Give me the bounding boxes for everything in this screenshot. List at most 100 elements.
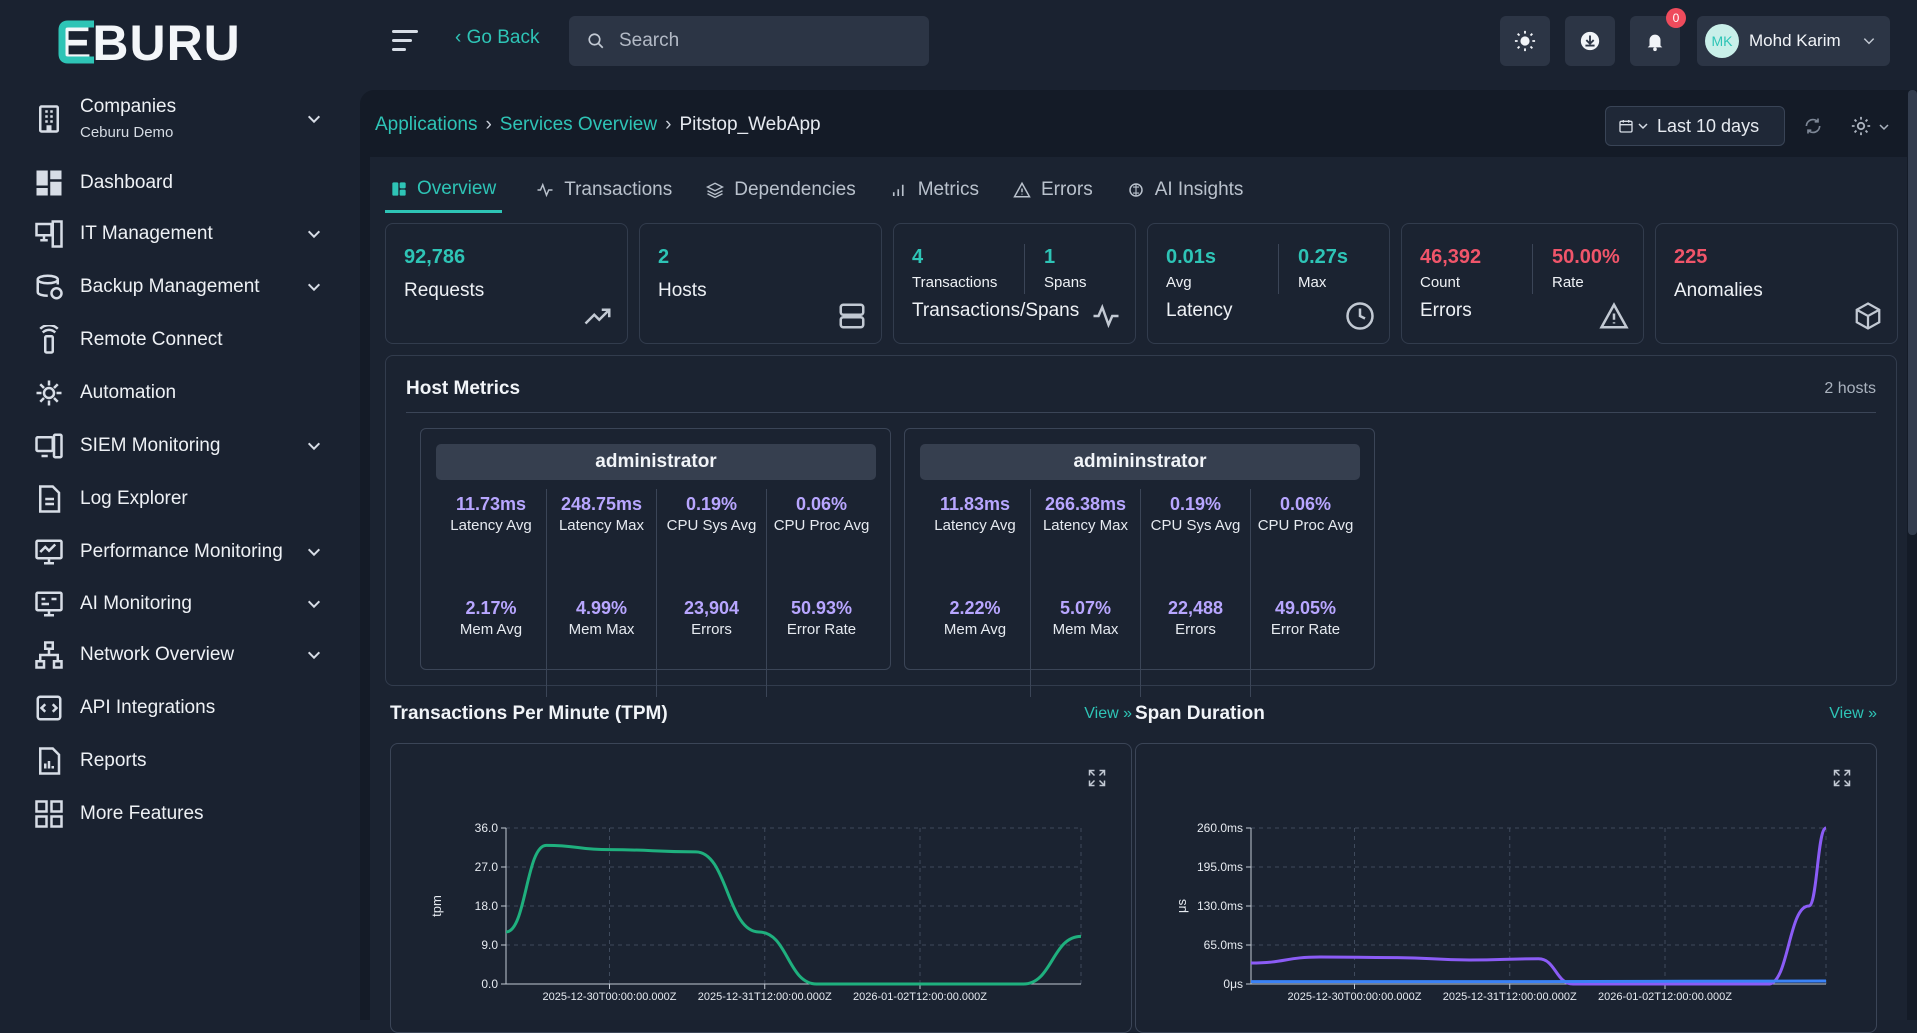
tab-label: Metrics xyxy=(917,179,979,200)
host-metric-label: Latency Max xyxy=(558,517,645,534)
sidebar-item-label: API Integrations xyxy=(80,697,216,718)
sidebar-item-performance-monitoring[interactable]: Performance Monitoring xyxy=(0,527,358,577)
y-tick-label: 27.0 xyxy=(475,860,499,874)
host-card[interactable]: admininstrator 11.83ms Latency Avg 266.38ms… xyxy=(904,428,1375,697)
host-metric-value: 0.19% xyxy=(1169,494,1222,514)
settings-gear-icon[interactable] xyxy=(1850,115,1872,137)
sidebar-item-api-integrations[interactable]: API Integrations xyxy=(0,683,358,733)
host-metric-value: 266.38ms xyxy=(1044,494,1127,514)
breadcrumb: Applications › Services Overview › Pitst… xyxy=(375,114,821,136)
tab-overview[interactable]: Overview xyxy=(385,167,503,213)
tab-label: Dependencies xyxy=(734,179,856,200)
breadcrumb-services-overview[interactable]: Services Overview xyxy=(499,114,658,135)
tab-label: Overview xyxy=(417,177,497,199)
latency-avg-value: 0.01s xyxy=(1166,246,1217,268)
tab-transactions[interactable]: Transactions xyxy=(536,167,672,213)
host-metric: 0.06% CPU Proc Avg xyxy=(1250,489,1360,593)
sidebar-item-dashboard[interactable]: Dashboard xyxy=(0,158,358,208)
divider xyxy=(1024,244,1025,294)
tpm-chart-card: Transactions Per Minute (TPM) View » 0.0… xyxy=(390,703,1132,1033)
tab-dependencies[interactable]: Dependencies xyxy=(706,167,856,213)
series-line-p-max xyxy=(1250,826,1828,986)
warning-icon xyxy=(1599,302,1629,329)
chevron-down-icon[interactable] xyxy=(1878,121,1890,133)
y-tick-label: 65.0ms xyxy=(1204,938,1243,952)
notifications-button[interactable]: 0 xyxy=(1630,8,1686,66)
sidebar-item-network-overview[interactable]: Network Overview xyxy=(0,630,358,680)
tab-metrics[interactable]: Metrics xyxy=(890,167,979,213)
divider xyxy=(1532,244,1533,294)
scrollbar[interactable] xyxy=(1908,90,1917,535)
reports-icon xyxy=(39,747,61,775)
activity-icon xyxy=(537,182,553,198)
host-metric-value: 0.06% xyxy=(1279,494,1332,514)
date-range-picker[interactable]: Last 10 days xyxy=(1605,106,1785,146)
sidebar-item-companies[interactable]: Companies Ceburu Demo xyxy=(0,94,358,144)
requests-card[interactable]: 92,786 Requests xyxy=(385,223,628,344)
calendar-icon xyxy=(1619,120,1633,133)
host-metric-value: 50.93% xyxy=(790,598,853,618)
expand-icon[interactable] xyxy=(1087,768,1107,788)
sidebar-item-label: Backup Management xyxy=(80,276,260,297)
sidebar-item-it-management[interactable]: IT Management xyxy=(0,209,358,259)
ai-monitor-icon xyxy=(35,591,63,617)
x-tick-label: 2025-12-30T00:00:00.000Z xyxy=(1288,991,1422,1003)
expand-icon[interactable] xyxy=(1832,768,1852,788)
server-icon xyxy=(839,303,865,329)
y-axis-label: μs xyxy=(1174,899,1189,913)
errors-card[interactable]: 46,392 Count 50.00% Rate Errors xyxy=(1401,223,1644,344)
view-link[interactable]: View » xyxy=(1084,705,1132,722)
x-tick-label: 2026-01-02T12:00:00.000Z xyxy=(1598,991,1732,1003)
user-menu[interactable]: MK Mohd Karim xyxy=(1697,16,1890,66)
latency-card[interactable]: 0.01s Avg 0.27s Max Latency xyxy=(1147,223,1390,344)
sidebar-item-backup-management[interactable]: Backup Management xyxy=(0,262,358,312)
spans-value: 1 xyxy=(1044,246,1056,268)
search-input[interactable] xyxy=(619,30,899,52)
requests-label: Requests xyxy=(404,280,485,301)
spans-sublabel: Spans xyxy=(1044,274,1087,291)
go-back-link[interactable]: ‹ Go Back xyxy=(455,27,540,48)
sidebar-item-label: Performance Monitoring xyxy=(80,541,283,562)
sidebar-item-more-features[interactable]: More Features xyxy=(0,789,358,839)
host-metric: 11.73ms Latency Avg xyxy=(436,489,546,593)
sidebar-item-reports[interactable]: Reports xyxy=(0,736,358,786)
host-metric: 23,904 Errors xyxy=(656,593,766,697)
chart-title: Span Duration xyxy=(1135,703,1265,724)
breadcrumb-applications[interactable]: Applications xyxy=(375,114,478,135)
y-tick-label: 0μs xyxy=(1223,977,1243,991)
performance-icon xyxy=(35,539,63,565)
host-card[interactable]: administrator 11.73ms Latency Avg 248.75ms L… xyxy=(420,428,891,697)
tab-errors[interactable]: Errors xyxy=(1013,167,1093,213)
theme-toggle-button[interactable] xyxy=(1500,16,1550,66)
log-file-icon xyxy=(39,485,61,513)
refresh-icon[interactable] xyxy=(1803,116,1823,136)
latency-avg-label: Avg xyxy=(1166,274,1192,291)
chevron-down-icon xyxy=(307,600,321,609)
latency-label: Latency xyxy=(1166,300,1233,321)
sidebar-item-remote-connect[interactable]: Remote Connect xyxy=(0,315,358,365)
menu-toggle-button[interactable] xyxy=(392,30,418,52)
warning-icon xyxy=(1013,181,1031,198)
errors-count-label: Count xyxy=(1420,274,1461,291)
sidebar-item-log-explorer[interactable]: Log Explorer xyxy=(0,474,358,524)
sidebar-item-ai-monitoring[interactable]: AI Monitoring xyxy=(0,579,358,629)
host-metrics-grid: 11.73ms Latency Avg 248.75ms Latency Max 0.1… xyxy=(436,489,876,697)
search-icon xyxy=(588,33,604,49)
transactions-spans-card[interactable]: 4 Transactions 1 Spans Transactions/Span… xyxy=(893,223,1136,344)
it-management-icon xyxy=(35,220,63,248)
sidebar-item-automation[interactable]: Automation xyxy=(0,368,358,418)
remote-icon xyxy=(39,325,59,354)
anomalies-card[interactable]: 225 Anomalies xyxy=(1655,223,1898,344)
y-tick-label: 130.0ms xyxy=(1197,899,1243,913)
tab-ai-insights[interactable]: AI Insights xyxy=(1127,167,1243,213)
host-metric-label: CPU Proc Avg xyxy=(773,517,870,534)
download-button[interactable] xyxy=(1565,16,1615,66)
host-metric-value: 23,904 xyxy=(683,598,740,618)
hosts-card[interactable]: 2 Hosts xyxy=(639,223,882,344)
search-box[interactable] xyxy=(569,16,929,66)
sidebar-item-sublabel: Ceburu Demo xyxy=(80,124,174,141)
sidebar-item-siem-monitoring[interactable]: SIEM Monitoring xyxy=(0,421,358,471)
errors-rate-label: Rate xyxy=(1552,274,1584,291)
top-bar: EBURU ‹ Go Back 0 MK Mohd Karim xyxy=(0,0,1917,82)
view-link[interactable]: View » xyxy=(1829,705,1877,722)
